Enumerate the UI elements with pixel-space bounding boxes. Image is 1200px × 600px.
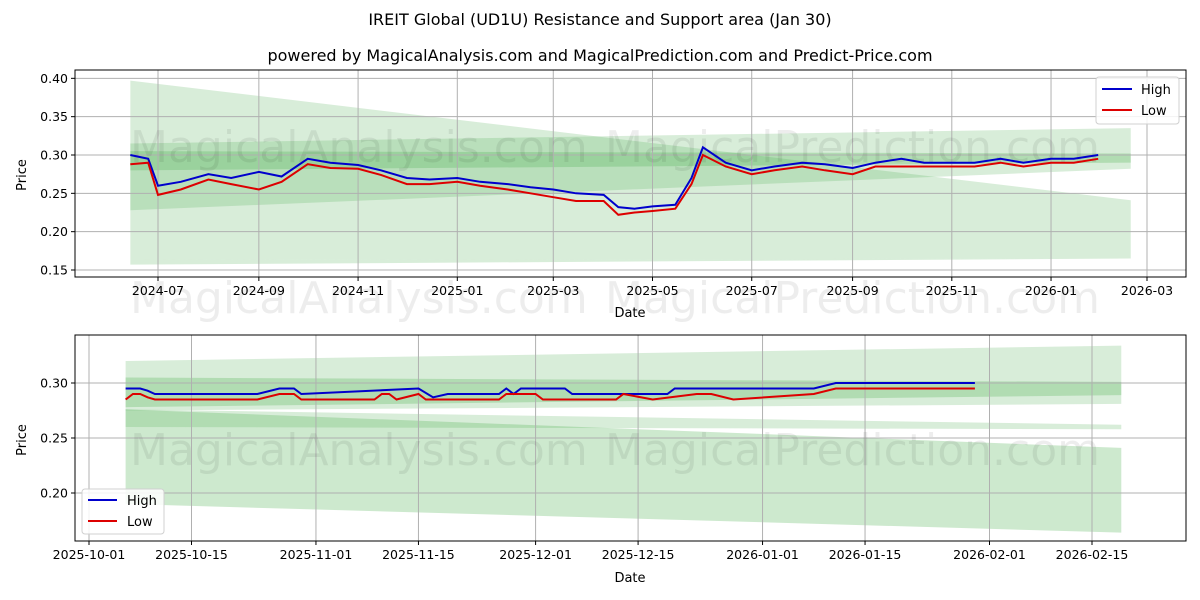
bottom-x-axis-label: Date: [614, 571, 645, 586]
x-tick-label: 2026-03: [1121, 283, 1173, 298]
watermark-analysis-3: MagicalAnalysis.com: [130, 425, 588, 476]
x-tick-label: 2025-11: [926, 283, 978, 298]
x-tick-label: 2025-07: [726, 283, 778, 298]
x-tick-label: 2025-10-15: [155, 547, 228, 562]
lower-inner-band: [125, 409, 1122, 430]
top-legend: High Low: [1095, 76, 1180, 125]
bottom-y-axis-label: Price: [15, 424, 30, 456]
top-chart: MagicalAnalysis.com MagicalPrediction.co…: [15, 69, 1187, 324]
y-tick-label: 0.20: [40, 224, 68, 239]
y-tick-label: 0.35: [40, 109, 68, 124]
x-tick-label: 2025-10-01: [53, 547, 126, 562]
x-tick-label: 2025-09: [826, 283, 878, 298]
bottom-y-axis: 0.20 0.25 0.30: [40, 376, 75, 501]
inner-band: [130, 151, 1131, 171]
bottom-grid: [75, 335, 1186, 541]
legend-high-label-2: High: [127, 494, 157, 509]
chart-title: IREIT Global (UD1U) Resistance and Suppo…: [368, 10, 832, 29]
bottom-chart: MagicalAnalysis.com MagicalPrediction.co…: [15, 334, 1187, 586]
top-x-axis-label: Date: [614, 306, 645, 321]
x-tick-label: 2025-12-15: [602, 547, 675, 562]
x-tick-label: 2026-02-15: [1056, 547, 1129, 562]
y-tick-label: 0.40: [40, 71, 68, 86]
x-tick-label: 2025-11-15: [382, 547, 455, 562]
x-tick-label: 2026-02-01: [953, 547, 1026, 562]
y-tick-label: 0.30: [40, 376, 68, 391]
top-watermarks: MagicalAnalysis.com MagicalPrediction.co…: [130, 122, 1100, 324]
bottom-x-axis: 2025-10-01 2025-10-15 2025-11-01 2025-11-15…: [53, 541, 1129, 562]
outer-resistance-band: [130, 80, 1131, 261]
x-tick-label: 2025-03: [527, 283, 579, 298]
x-tick-label: 2026-01: [1025, 283, 1077, 298]
watermark-prediction-2: MagicalPrediction.com: [605, 273, 1100, 324]
x-tick-label: 2024-07: [132, 283, 184, 298]
lower-band: [125, 409, 1122, 533]
bottom-high-line: [125, 382, 975, 399]
x-tick-label: 2025-12-01: [499, 547, 572, 562]
top-x-axis: 2024-07 2024-09 2024-11 2025-01 2025-03 2025-…: [132, 277, 1173, 298]
top-y-axis: 0.15 0.20 0.25 0.30 0.35 0.40: [40, 71, 75, 278]
legend-low-label-2: Low: [127, 515, 153, 530]
lower-outer-band: [130, 258, 1131, 265]
legend-low-label: Low: [1141, 104, 1167, 119]
y-tick-label: 0.25: [40, 186, 68, 201]
y-tick-label: 0.20: [40, 486, 68, 501]
legend-high-label: High: [1141, 83, 1171, 98]
outer-top-band: [125, 345, 1122, 411]
x-tick-label: 2026-01-15: [829, 547, 902, 562]
x-tick-label: 2024-11: [332, 283, 384, 298]
bottom-low-line: [124, 387, 975, 401]
chart-subtitle: powered by MagicalAnalysis.com and Magic…: [267, 46, 933, 65]
top-y-axis-label: Price: [15, 159, 30, 191]
watermark-prediction: MagicalPrediction.com: [605, 122, 1100, 173]
bottom-legend: High Low: [81, 488, 165, 535]
x-tick-label: 2025-01: [431, 283, 483, 298]
watermark-analysis-2: MagicalAnalysis.com: [130, 273, 588, 324]
top-high-line: [130, 145, 1099, 210]
y-tick-label: 0.25: [40, 431, 68, 446]
top-low-line: [130, 153, 1099, 216]
bottom-watermarks: MagicalAnalysis.com MagicalPrediction.co…: [130, 425, 1100, 476]
y-tick-label: 0.15: [40, 263, 68, 278]
x-tick-label: 2025-11-01: [280, 547, 353, 562]
x-tick-label: 2025-05: [626, 283, 678, 298]
top-axes-frame: [74, 69, 1187, 278]
watermark-prediction-3: MagicalPrediction.com: [605, 425, 1100, 476]
y-tick-label: 0.30: [40, 148, 68, 163]
x-tick-label: 2024-09: [233, 283, 285, 298]
top-forecast-bands: [130, 80, 1131, 265]
x-tick-label: 2026-01-01: [726, 547, 799, 562]
outer-support-band: [130, 128, 1131, 211]
